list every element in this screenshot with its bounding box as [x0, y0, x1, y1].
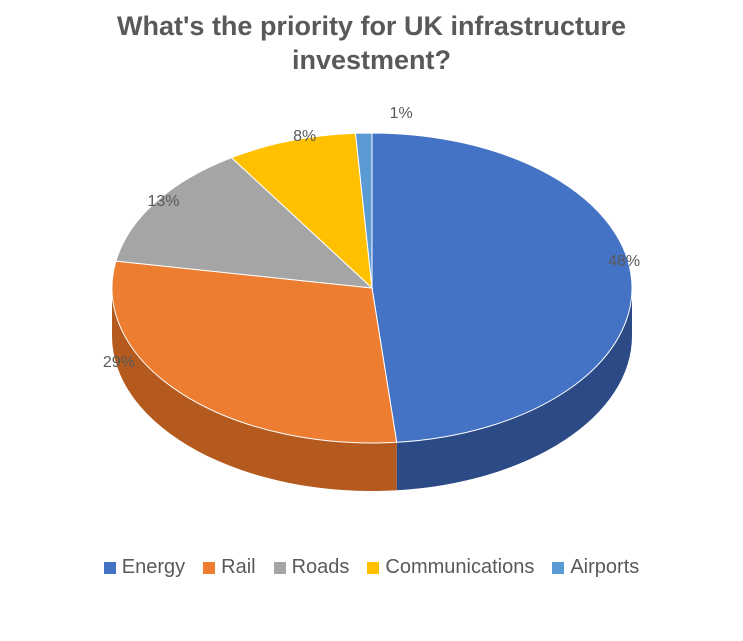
pie-data-label: 48% [608, 253, 640, 271]
legend-item: Airports [552, 556, 639, 579]
pie-data-label: 29% [103, 354, 135, 372]
legend-label: Communications [385, 556, 534, 579]
pie-svg [52, 88, 692, 528]
legend-swatch [104, 562, 116, 574]
legend-label: Airports [570, 556, 639, 579]
legend-swatch [203, 562, 215, 574]
legend-swatch [274, 562, 286, 574]
legend-swatch [552, 562, 564, 574]
legend-item: Energy [104, 556, 185, 579]
legend-label: Energy [122, 556, 185, 579]
legend-item: Roads [274, 556, 350, 579]
legend-item: Communications [367, 556, 534, 579]
chart-title: What's the priority for UK infrastructur… [0, 0, 743, 78]
pie-chart-container: What's the priority for UK infrastructur… [0, 0, 743, 641]
legend-label: Roads [292, 556, 350, 579]
pie-data-label: 8% [293, 128, 316, 146]
pie-data-label: 1% [390, 105, 413, 123]
pie-plot-area: 48% 29% 13% 8% 1% [0, 78, 743, 538]
legend-swatch [367, 562, 379, 574]
pie-data-label: 13% [147, 193, 179, 211]
legend-item: Rail [203, 556, 255, 579]
legend-label: Rail [221, 556, 255, 579]
legend: Energy Rail Roads Communications Airports [0, 538, 743, 598]
